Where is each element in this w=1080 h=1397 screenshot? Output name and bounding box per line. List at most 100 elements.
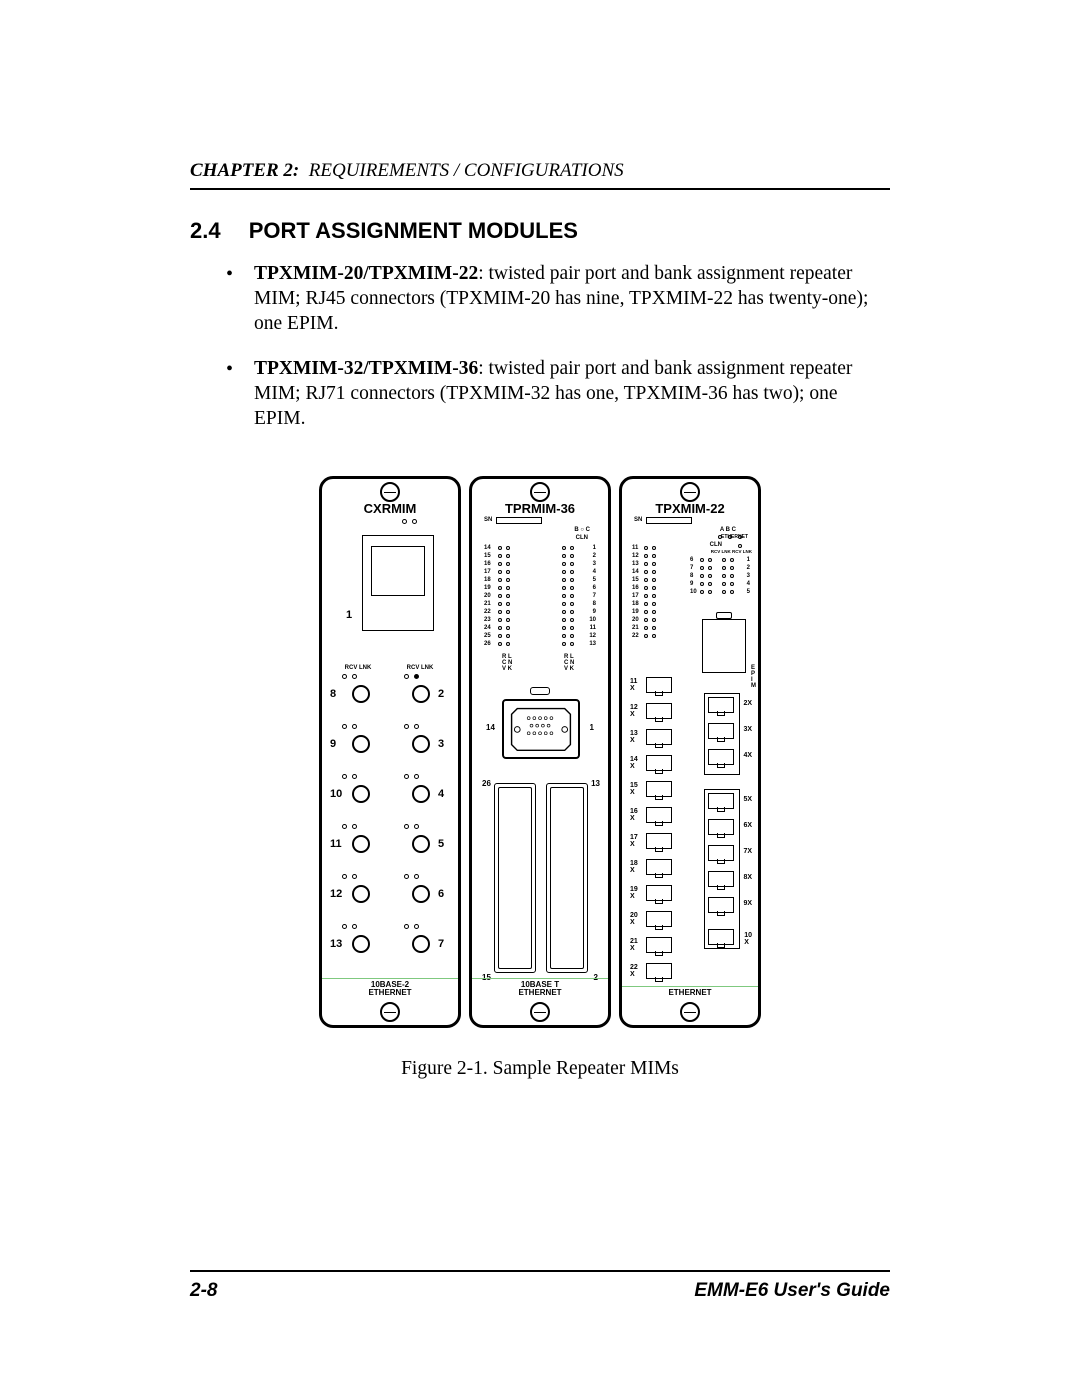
led-icon	[498, 618, 502, 622]
row-label: 8	[593, 601, 596, 607]
led-icon	[562, 594, 566, 598]
module-footer-label: 10BASE T ETHERNET	[472, 978, 608, 998]
port-number: 19 X	[630, 886, 638, 900]
led-icon	[562, 570, 566, 574]
bullet-lead: TPXMIM-32/TPXMIM-36	[254, 358, 478, 379]
chapter-label: CHAPTER 2:	[190, 160, 299, 181]
rj71-connector	[546, 783, 588, 973]
led-icon	[506, 594, 510, 598]
rj45-port	[646, 859, 672, 875]
port-number: 17 X	[630, 834, 638, 848]
row-label: 23	[484, 617, 491, 623]
row-label: 4	[747, 581, 750, 587]
row-label: 18	[632, 601, 639, 607]
port-number: 12	[330, 888, 342, 900]
module-footer-label: 10BASE-2 ETHERNET	[322, 978, 458, 998]
port-number: 11 X	[630, 678, 637, 692]
led-icon	[570, 546, 574, 550]
port-number: 8	[330, 688, 336, 700]
led-icon	[404, 824, 409, 829]
led-icon	[652, 546, 656, 550]
led-icon	[708, 582, 712, 586]
bnc-port	[352, 835, 370, 853]
led-icon	[644, 634, 648, 638]
led-icon	[562, 618, 566, 622]
port-number: 3X	[743, 726, 752, 733]
bnc-port	[412, 835, 430, 853]
cln-label: CLN	[576, 535, 588, 541]
led-icon	[722, 566, 726, 570]
row-label: 10	[690, 589, 697, 595]
led-icon	[498, 642, 502, 646]
row-label: 1	[593, 545, 596, 551]
rlcnvk-label: R L C N V K	[564, 654, 574, 672]
bullet-item: TPXMIM-20/TPXMIM-22: twisted pair port a…	[226, 262, 890, 337]
row-label: 14	[632, 569, 639, 575]
led-icon	[722, 558, 726, 562]
led-icon	[652, 618, 656, 622]
screw-icon	[380, 1002, 400, 1022]
led-icon	[644, 626, 648, 630]
led-icon	[570, 602, 574, 606]
led-icon	[342, 824, 347, 829]
led-icon	[652, 594, 656, 598]
row-label: 1	[747, 557, 750, 563]
rj45-port	[646, 703, 672, 719]
led-icon	[570, 586, 574, 590]
port-number: 2X	[743, 700, 752, 707]
led-icon	[352, 674, 357, 679]
running-header: CHAPTER 2: REQUIREMENTS / CONFIGURATIONS	[190, 160, 890, 190]
bnc-port	[412, 785, 430, 803]
led-icon	[498, 626, 502, 630]
led-icon	[498, 594, 502, 598]
port-number: 12 X	[630, 704, 638, 718]
port-number: 4X	[743, 752, 752, 759]
led-icon	[342, 774, 347, 779]
led-icon	[506, 554, 510, 558]
led-icon	[722, 590, 726, 594]
bnc-port	[412, 735, 430, 753]
module-footer-label: ETHERNET	[622, 986, 758, 997]
db-connector	[502, 699, 580, 759]
bullet-list: TPXMIM-20/TPXMIM-22: twisted pair port a…	[190, 262, 890, 432]
led-icon	[506, 602, 510, 606]
port-number: 18 X	[630, 860, 638, 874]
led-icon	[652, 570, 656, 574]
row-label: 20	[632, 617, 639, 623]
port-number: 22 X	[630, 964, 638, 978]
led-icon	[404, 774, 409, 779]
screw-icon	[680, 482, 700, 502]
rj45-port	[646, 729, 672, 745]
led-icon	[738, 544, 742, 548]
row-label: 7	[690, 565, 693, 571]
led-icon	[730, 582, 734, 586]
row-label: 17	[632, 593, 639, 599]
row-label: 9	[593, 609, 596, 615]
port-number: 14 X	[630, 756, 638, 770]
sn-field	[646, 517, 692, 524]
led-icon	[730, 558, 734, 562]
led-icon	[342, 924, 347, 929]
led-icon	[352, 774, 357, 779]
bnc-port	[352, 935, 370, 953]
port-group-box	[704, 693, 740, 775]
module-title: CXRMIM	[322, 501, 458, 516]
screw-icon	[530, 1002, 550, 1022]
rcv-lnk-label: RCV LNK	[400, 665, 440, 671]
led-icon	[352, 824, 357, 829]
connector-inner	[550, 787, 584, 969]
rj45-port	[646, 677, 672, 693]
bnc-port	[352, 685, 370, 703]
row-label: 15	[632, 577, 639, 583]
row-label: 5	[593, 577, 596, 583]
led-icon	[342, 874, 347, 879]
row-label: 5	[747, 589, 750, 595]
port-number: 1	[590, 723, 594, 732]
row-label: 3	[747, 573, 750, 579]
row-label: 13	[632, 561, 639, 567]
port-1-inner	[371, 546, 425, 596]
modules-row: CXRMIM 1 RCV LNK RCV LNK 829310411512613…	[319, 476, 761, 1028]
led-icon	[498, 570, 502, 574]
led-icon	[708, 566, 712, 570]
abc-label: A B C	[720, 527, 736, 533]
